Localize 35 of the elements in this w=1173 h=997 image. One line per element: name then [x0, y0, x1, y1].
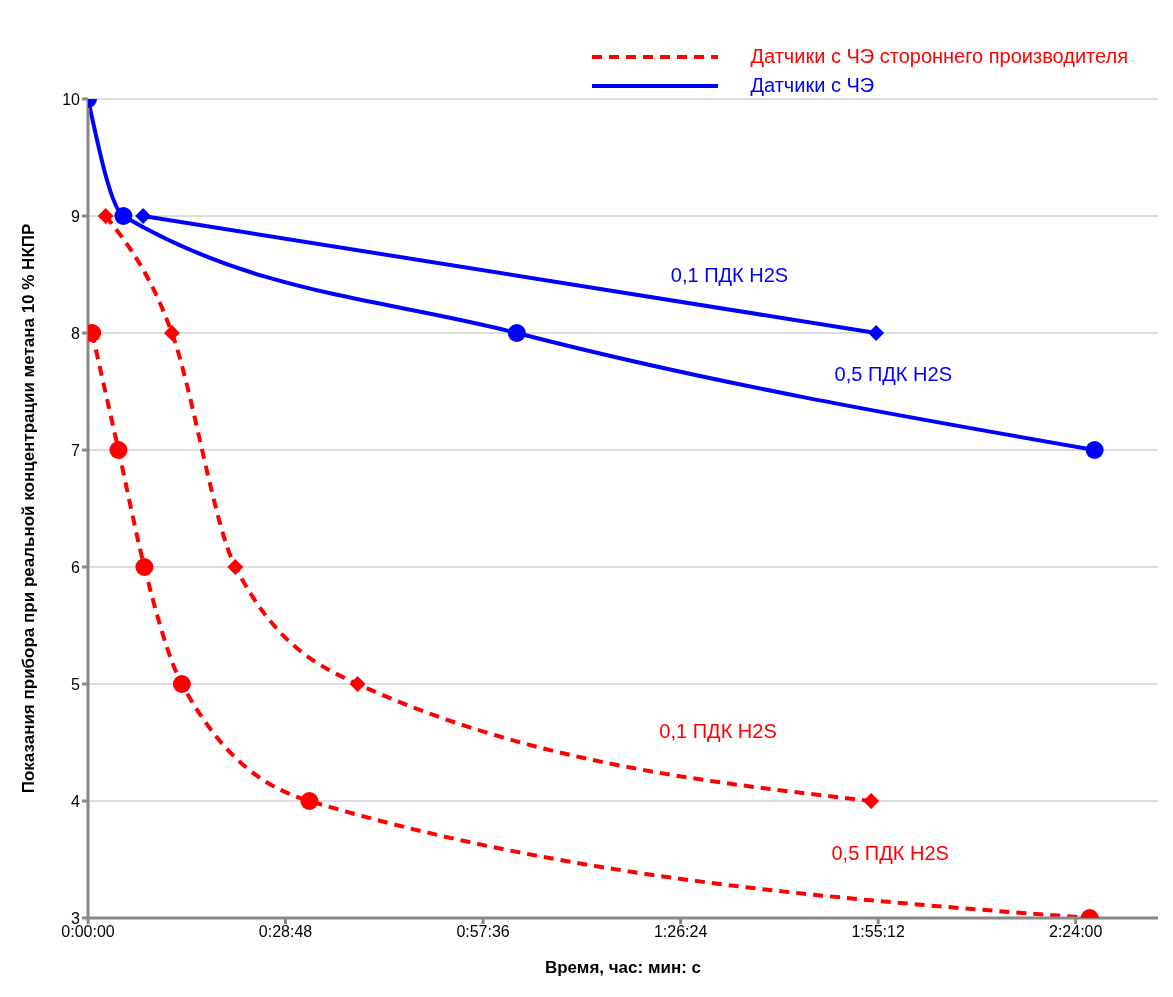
x-tick-label: 1:26:24 [653, 923, 708, 941]
annotation: 0,5 ПДК H2S [834, 363, 952, 386]
x-tick-label: 0:00:00 [61, 923, 115, 941]
point [135, 558, 154, 576]
x-tick-label: 0:57:36 [456, 923, 510, 941]
point [172, 675, 191, 693]
point [97, 208, 114, 224]
point [135, 208, 152, 224]
annotation: 0,5 ПДК H2S [831, 842, 949, 865]
y-tick-label: 8 [71, 324, 81, 342]
y-tick-label: 10 [62, 90, 81, 108]
y-tick-label: 4 [71, 792, 81, 810]
x-tick-label: 0:28:48 [258, 923, 313, 941]
point [227, 559, 244, 575]
x-axis-title: Время, час: мин: с [544, 958, 702, 977]
annotation: 0,1 ПДК H2S [670, 263, 789, 286]
point [300, 792, 319, 810]
x-tick-label: 1:55:12 [851, 923, 905, 941]
text: Датчики с ЧЭ [750, 74, 875, 97]
y-tick-label: 7 [71, 441, 81, 459]
text: Датчики с ЧЭ стороннего производителя [750, 45, 1128, 68]
x-tick-label: 2:24:00 [1049, 923, 1103, 941]
point [1085, 441, 1104, 459]
point [163, 325, 180, 341]
annotation: 0,1 ПДК H2S [659, 720, 777, 743]
point [507, 324, 526, 342]
point [114, 207, 133, 225]
point [109, 441, 128, 459]
point [868, 325, 885, 341]
point [349, 676, 366, 692]
y-tick-label: 6 [71, 558, 81, 576]
y-axis-title: Показания прибора при реальной концентрации метана 10 % НКПР [19, 223, 39, 794]
y-tick-label: 5 [71, 675, 81, 693]
y-tick-label: 9 [71, 207, 81, 225]
point [863, 793, 880, 809]
